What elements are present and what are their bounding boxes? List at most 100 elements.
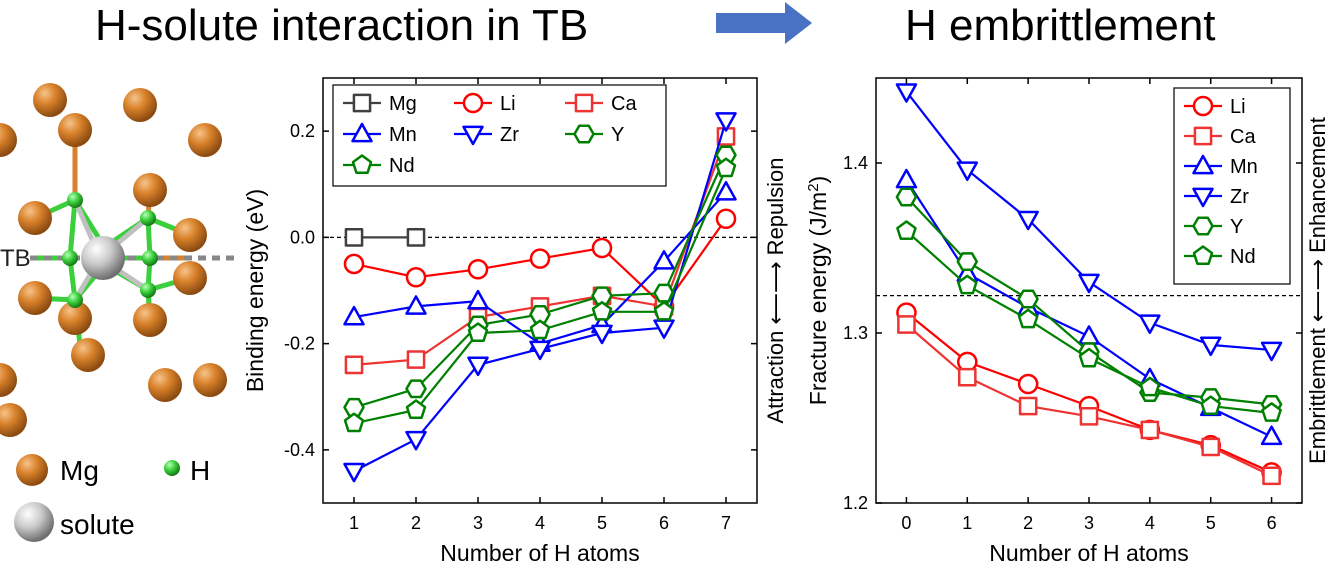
x-tick-label: 1 <box>349 513 359 533</box>
data-point-li <box>405 266 427 288</box>
legend-label-mg: Mg <box>60 455 99 486</box>
legend-marker-li <box>462 92 484 114</box>
mg-atom <box>58 301 92 335</box>
data-point-nd <box>467 322 489 342</box>
data-point-nd <box>529 319 551 340</box>
legend-marker-mn <box>351 122 373 143</box>
legend-label-nd: Nd <box>1230 246 1256 268</box>
data-point-mg <box>344 228 364 247</box>
fracture-energy-chart: 0 1 2 3 4 5 6 1.2 1.3 1.4 Number of H atoms Fractur… <box>805 77 1330 562</box>
data-point-y <box>895 187 918 207</box>
h-atom-legend-icon <box>164 460 180 476</box>
legend-label-nd: Nd <box>389 155 415 177</box>
y-tick-label: 1.3 <box>843 323 868 343</box>
legend-label-li: Li <box>500 93 516 115</box>
mg-atom <box>133 173 167 207</box>
data-point-zr <box>715 112 737 132</box>
data-point-mg <box>406 228 426 247</box>
mg-atom-legend-icon <box>16 454 48 486</box>
data-point-li <box>467 258 489 280</box>
legend-marker-mg <box>352 93 372 113</box>
data-point-nd <box>957 274 978 295</box>
x-tick-label: 3 <box>1084 513 1094 533</box>
data-point-nd <box>405 399 427 419</box>
mg-atom <box>133 303 167 337</box>
mg-atom <box>0 403 27 437</box>
data-point-ca <box>1079 406 1099 426</box>
data-point-y <box>956 252 979 272</box>
data-point-ca <box>1140 420 1160 440</box>
y-axis-label: Binding energy (eV) <box>242 189 268 392</box>
data-point-y <box>405 379 427 399</box>
data-point-nd <box>591 301 613 321</box>
data-point-zr <box>343 462 365 483</box>
data-point-nd <box>343 412 365 433</box>
legend-label-mn: Mn <box>1230 156 1258 178</box>
x-tick-label: 2 <box>411 513 421 533</box>
data-point-mn <box>715 180 737 201</box>
data-point-zr <box>1199 336 1222 357</box>
legend-marker-zr <box>1192 187 1214 208</box>
h-atom <box>62 250 78 266</box>
legend-label-mg: Mg <box>389 93 417 115</box>
mg-atom <box>18 281 52 315</box>
data-point-li <box>1017 373 1039 395</box>
data-point-zr <box>1260 341 1283 362</box>
mg-atom <box>193 363 227 397</box>
legend-label-y: Y <box>1230 216 1243 238</box>
mg-atom <box>173 218 207 252</box>
solute-atom <box>81 236 125 280</box>
legend-marker-ca <box>574 93 594 113</box>
data-point-zr <box>529 340 551 361</box>
data-point-zr <box>895 83 918 103</box>
data-point-nd <box>896 220 917 240</box>
y-tick-label: -0.4 <box>284 440 315 460</box>
data-point-nd <box>653 301 675 321</box>
h-atom <box>67 192 83 208</box>
data-point-y <box>529 304 551 324</box>
data-point-zr <box>1139 314 1161 335</box>
data-point-y <box>343 397 365 417</box>
legend-marker-nd <box>1192 245 1214 265</box>
legend-marker-ca <box>1193 126 1213 146</box>
legend-marker-y <box>573 124 595 144</box>
data-point-zr <box>1078 273 1100 294</box>
legend-label-zr: Zr <box>500 124 519 146</box>
solute-atom-legend-icon <box>14 502 54 542</box>
data-point-zr <box>1017 210 1039 231</box>
data-point-y <box>591 286 613 306</box>
data-point-ca <box>406 350 426 369</box>
data-point-nd <box>1261 402 1282 422</box>
h-atom <box>140 210 156 226</box>
tb-label: TB <box>0 245 31 272</box>
mg-atom <box>173 261 207 295</box>
legend-marker-li <box>1192 95 1214 117</box>
data-point-mn <box>653 250 675 270</box>
x-tick-label: 6 <box>1267 513 1277 533</box>
legend-box <box>332 84 667 187</box>
arrow-right-icon <box>716 2 812 44</box>
data-point-nd <box>1139 376 1161 397</box>
x-tick-label: 4 <box>1145 513 1155 533</box>
legend-label-li: Li <box>1230 96 1246 118</box>
x-tick-label: 7 <box>721 513 731 533</box>
x-tick-label: 0 <box>901 513 911 533</box>
data-point-ca <box>897 315 916 334</box>
data-point-zr <box>591 324 613 345</box>
data-point-ca <box>1201 437 1221 457</box>
data-point-mn <box>895 168 918 189</box>
h-atom <box>142 250 158 266</box>
legend-label-ca: Ca <box>1230 126 1256 148</box>
legend-label-ca: Ca <box>611 93 637 115</box>
data-point-nd <box>1078 347 1100 368</box>
y-tick-label: 1.4 <box>843 153 868 173</box>
legend-label-h: H <box>190 455 210 486</box>
structure-legend: Mg H solute <box>14 454 210 542</box>
h-atom <box>67 292 83 308</box>
data-point-nd <box>1017 308 1039 329</box>
mg-atom <box>148 368 182 402</box>
y-axis-label: Fracture energy (J/m2) <box>805 176 831 405</box>
data-point-mn <box>405 295 427 315</box>
atomic-structure-illustration <box>0 83 240 437</box>
